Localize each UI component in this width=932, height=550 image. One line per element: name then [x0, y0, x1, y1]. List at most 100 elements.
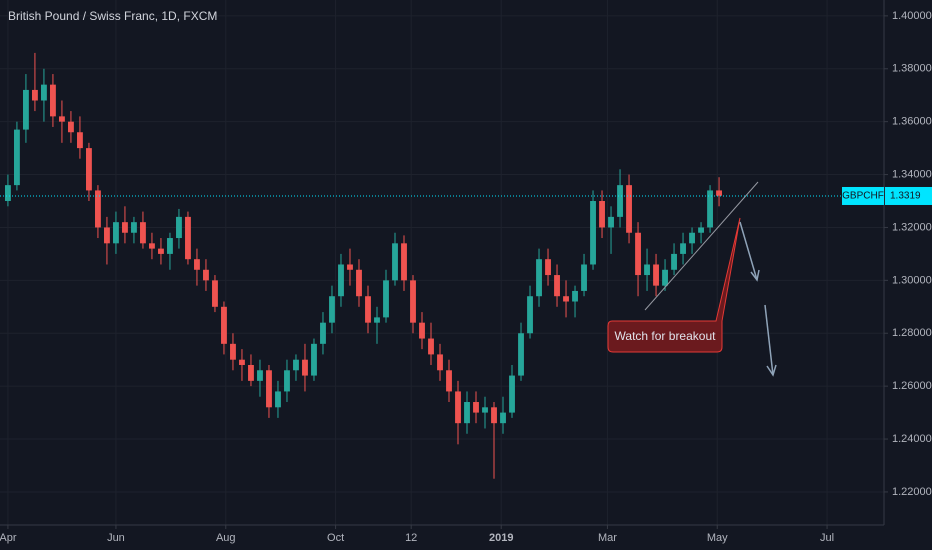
y-tick-label: 1.22000 — [892, 486, 932, 498]
candle-body — [311, 343, 317, 376]
candle-body — [518, 333, 524, 376]
candle-body — [356, 269, 362, 297]
symbol-tag — [842, 186, 884, 205]
candle-body — [626, 185, 632, 233]
candle-body — [185, 216, 191, 260]
y-tick-label: 1.34000 — [892, 168, 932, 180]
candle-body — [22, 89, 29, 130]
candle-body — [302, 359, 308, 376]
x-tick-label: Aug — [216, 532, 236, 544]
candle-body — [266, 370, 272, 408]
candle-body — [32, 89, 38, 101]
candle-body — [527, 296, 533, 334]
candle-body — [347, 264, 353, 270]
candle-body — [545, 259, 551, 276]
candle-body — [599, 201, 605, 228]
trend-line — [644, 181, 759, 311]
candle-body — [104, 227, 110, 244]
candle-body — [212, 280, 218, 307]
candle-body — [491, 407, 497, 424]
x-tick-label: Apr — [0, 532, 17, 544]
chart-title: British Pound / Swiss Franc, 1D, FXCM — [8, 9, 217, 23]
candle-body — [194, 259, 200, 270]
x-tick-label: May — [707, 532, 728, 544]
candle-body — [473, 402, 479, 413]
candle-body — [86, 148, 92, 191]
candle-body — [338, 264, 344, 297]
candle-body — [95, 190, 101, 228]
candle-body — [689, 232, 695, 244]
y-tick-label: 1.26000 — [892, 380, 932, 392]
candle-body — [275, 391, 281, 408]
candle-body — [131, 222, 137, 233]
candle-body — [248, 364, 254, 381]
candle-body — [221, 306, 227, 344]
candle-body — [167, 238, 173, 254]
candle-body — [482, 407, 488, 413]
candle-body — [563, 296, 569, 302]
candle-body — [671, 253, 677, 270]
candle-body — [536, 259, 542, 297]
candle-body — [707, 190, 713, 228]
candle-body — [716, 190, 722, 196]
candle-body — [455, 391, 461, 424]
candle-body — [158, 248, 164, 254]
x-tick-label: Mar — [598, 532, 617, 544]
candle-body — [230, 343, 236, 360]
candle-body — [635, 232, 641, 276]
candle-body — [446, 370, 452, 392]
candle-body — [113, 222, 119, 244]
candle-body — [41, 84, 47, 101]
candle-body — [428, 338, 434, 355]
candle-body — [257, 370, 263, 381]
symbol-label: GBPCHF — [842, 191, 884, 202]
candle-body — [401, 243, 407, 281]
candle-body — [320, 322, 326, 344]
x-tick-label: Jun — [107, 532, 125, 544]
price-label: 1.3319 — [890, 191, 921, 202]
y-tick-label: 1.40000 — [892, 10, 932, 22]
candle-body — [239, 359, 245, 365]
candle-body — [572, 290, 578, 302]
candle-body — [554, 275, 560, 297]
y-tick-label: 1.32000 — [892, 221, 932, 233]
candle-body — [500, 412, 506, 424]
candle-body — [617, 185, 623, 217]
candle-body — [293, 359, 299, 371]
candle-body — [464, 402, 470, 424]
y-tick-label: 1.38000 — [892, 63, 932, 75]
candle-body — [590, 201, 596, 265]
y-tick-label: 1.24000 — [892, 433, 932, 445]
candle-body — [644, 264, 650, 276]
x-tick-label: 12 — [405, 532, 417, 544]
y-tick-label: 1.28000 — [892, 327, 932, 339]
candle-body — [4, 185, 11, 202]
candle-body — [329, 296, 335, 323]
candle-body — [680, 243, 686, 254]
candle-body — [662, 269, 668, 286]
x-tick-label: 2019 — [489, 532, 513, 544]
candles — [4, 52, 722, 479]
y-tick-label: 1.30000 — [892, 274, 932, 286]
candle-body — [383, 280, 389, 318]
candle-body — [419, 322, 425, 339]
x-tick-label: Jul — [820, 532, 834, 544]
candle-body — [203, 269, 209, 281]
annotation-text: Watch for breakout — [615, 329, 717, 343]
candle-body — [392, 243, 398, 281]
candle-body — [284, 370, 290, 392]
candle-body — [581, 264, 587, 291]
candle-body — [140, 222, 146, 244]
candle-body — [13, 129, 20, 186]
y-tick-label: 1.36000 — [892, 116, 932, 128]
candle-body — [608, 216, 614, 228]
arrows — [739, 221, 777, 377]
candle-body — [68, 121, 74, 133]
candle-body — [698, 227, 704, 233]
candle-body — [77, 132, 83, 149]
annotation-box — [607, 217, 741, 353]
candle-body — [410, 280, 416, 323]
price-tag — [885, 186, 932, 205]
